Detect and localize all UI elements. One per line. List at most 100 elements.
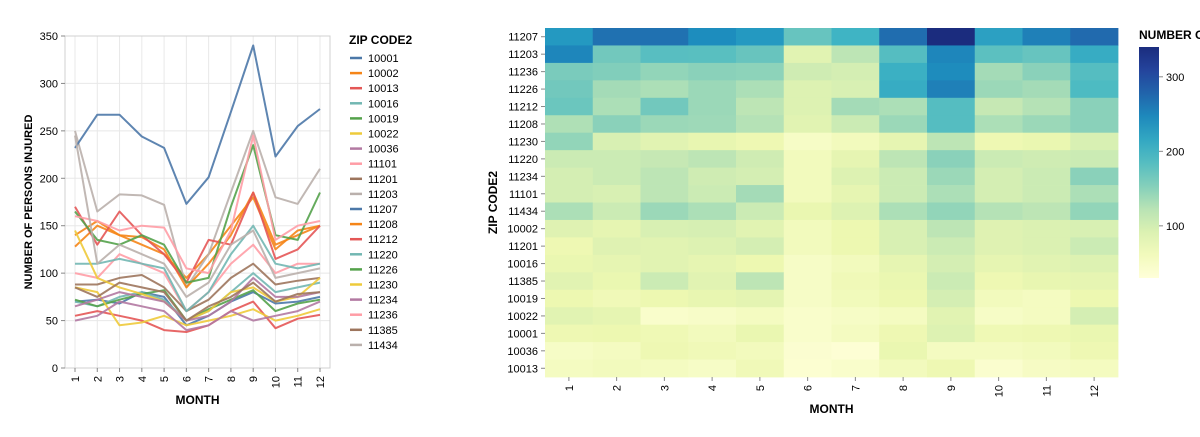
heatmap-cell <box>783 289 832 308</box>
heatmap-cells <box>545 28 1119 378</box>
heatmap-cell <box>974 80 1023 99</box>
heatmap-cell <box>974 307 1023 326</box>
y-tick-label: 100 <box>40 268 58 280</box>
heatmap-cell <box>974 115 1023 134</box>
heatmap-cell <box>545 97 594 116</box>
heatmap-cell <box>1022 272 1071 291</box>
heatmap-cell <box>1070 359 1119 378</box>
heatmap-cell <box>1022 97 1071 116</box>
heatmap-cell <box>1070 45 1119 64</box>
heatmap-cell <box>974 254 1023 273</box>
heatmap-cell <box>1070 97 1119 116</box>
heatmap-cell <box>736 324 785 343</box>
legend-label-11207: 11207 <box>368 204 398 216</box>
heatmap-cell <box>1070 62 1119 81</box>
heatmap-cell <box>688 45 737 64</box>
heatmap-cell <box>545 132 594 151</box>
heatmap-cell <box>640 167 689 186</box>
heatmap-cell <box>974 359 1023 378</box>
heatmap-cell <box>688 185 737 203</box>
heatmap-cell <box>1022 359 1071 378</box>
heatmap-cell <box>974 342 1023 360</box>
heatmap-cell <box>927 115 976 134</box>
heatmap-cell <box>974 28 1023 46</box>
heatmap-cell <box>783 254 832 273</box>
heatmap-cell <box>974 62 1023 81</box>
legend-label-10019: 10019 <box>368 113 399 125</box>
heatmap-cell <box>640 307 689 326</box>
heatmap-cell <box>688 97 737 116</box>
heatmap-cell <box>1022 307 1071 326</box>
heatmap-cell <box>879 97 928 116</box>
heatmap-cell <box>688 167 737 186</box>
heatmap-cell <box>831 45 880 64</box>
heatmap-cell <box>545 185 594 203</box>
heatmap-x-tick-label: 10 <box>994 385 1006 397</box>
line-legend-title: ZIP CODE2 <box>349 33 412 47</box>
legend-label-11201: 11201 <box>368 174 398 186</box>
heatmap-cell <box>1022 80 1071 99</box>
heatmap-cell <box>736 167 785 186</box>
heatmap-cell <box>1022 342 1071 360</box>
heatmap-cell <box>927 150 976 168</box>
heatmap-cell <box>927 167 976 186</box>
heatmap-cell <box>1070 28 1119 46</box>
heatmap-cell <box>927 289 976 308</box>
heatmap-cell <box>1022 150 1071 168</box>
heatmap-cell <box>688 150 737 168</box>
y-tick-label: 0 <box>52 363 58 375</box>
heatmap-cell <box>1022 28 1071 46</box>
series-line-10022 <box>74 286 321 327</box>
heatmap-cell <box>592 289 641 308</box>
x-tick-label: 10 <box>270 376 282 388</box>
x-tick-label: 3 <box>115 376 127 382</box>
heatmap-cell <box>688 237 737 256</box>
heatmap-cell <box>736 237 785 256</box>
heatmap-cell <box>831 167 880 186</box>
heatmap-cell <box>545 219 594 238</box>
heatmap-cell <box>640 185 689 203</box>
y-tick-label: 50 <box>46 316 58 328</box>
legend-label-11101: 11101 <box>368 159 397 171</box>
heatmap-cell <box>783 97 832 116</box>
heatmap-cell <box>927 185 976 203</box>
x-tick-label: 8 <box>226 376 238 382</box>
heatmap-cell <box>879 219 928 238</box>
heatmap-cell <box>545 359 594 378</box>
colorbar-title: NUMBER O <box>1139 28 1200 42</box>
heatmap-y-tick-label: 11101 <box>509 189 538 201</box>
heatmap-cell <box>736 254 785 273</box>
heatmap-cell <box>831 62 880 81</box>
legend-label-11208: 11208 <box>368 219 398 231</box>
heatmap-cell <box>783 307 832 326</box>
heatmap-cell <box>592 150 641 168</box>
heatmap-cell <box>879 202 928 221</box>
heatmap-cell <box>592 28 641 46</box>
heatmap-cell <box>783 324 832 343</box>
heatmap-cell <box>1070 185 1119 203</box>
heatmap-cell <box>592 185 641 203</box>
heatmap-cell <box>927 202 976 221</box>
heatmap-y-tick-label: 11208 <box>508 119 538 131</box>
heatmap-cell <box>783 62 832 81</box>
heatmap-cell <box>1022 254 1071 273</box>
heatmap-cell <box>545 342 594 360</box>
heatmap-cell <box>640 237 689 256</box>
heatmap-cell <box>974 289 1023 308</box>
heatmap-cell <box>879 28 928 46</box>
x-tick-label: 2 <box>92 376 104 382</box>
heatmap-cell <box>831 237 880 256</box>
heatmap-cell <box>783 167 832 186</box>
heatmap-cell <box>640 272 689 291</box>
heatmap-cell <box>831 324 880 343</box>
heatmap-cell <box>1022 219 1071 238</box>
heatmap-cell <box>927 307 976 326</box>
heatmap-cell <box>831 202 880 221</box>
heatmap-cell <box>783 359 832 378</box>
heatmap-cell <box>1022 62 1071 81</box>
heatmap-cell <box>1070 80 1119 99</box>
legend-label-11434: 11434 <box>368 340 398 352</box>
heatmap-cell <box>1022 45 1071 64</box>
legend-label-11230: 11230 <box>368 280 398 292</box>
